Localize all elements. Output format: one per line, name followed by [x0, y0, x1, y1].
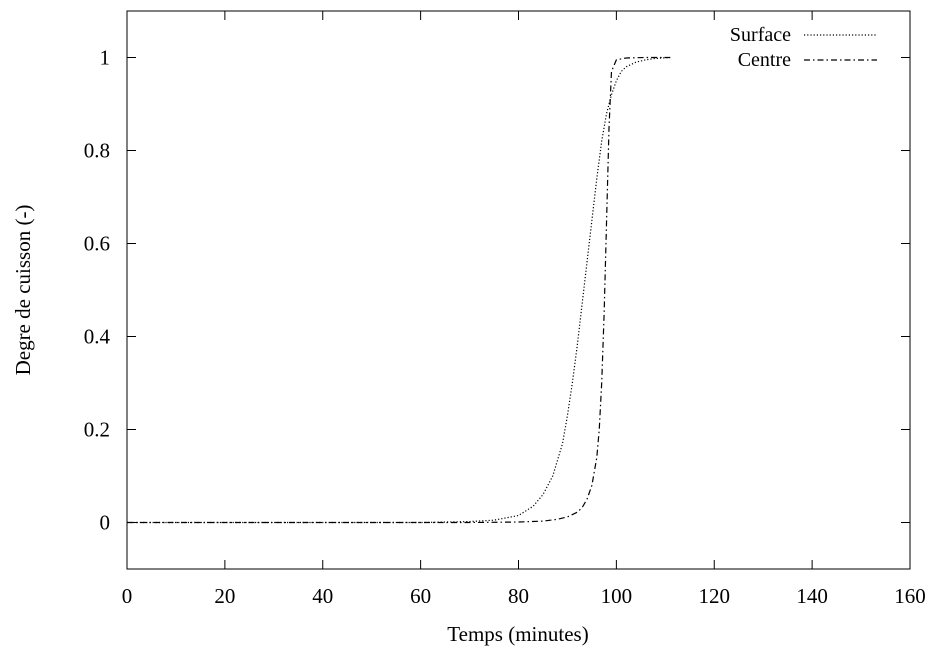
x-tick-label: 120 — [699, 584, 731, 608]
series-line-centre — [127, 56, 671, 524]
y-tick-label: 0.6 — [84, 232, 110, 256]
x-tick-label: 100 — [601, 584, 633, 608]
y-axis-title: Degre de cuisson (-) — [11, 205, 35, 376]
y-tick-label: 0.8 — [84, 139, 110, 163]
series-line-surface — [127, 56, 671, 524]
plot-frame — [126, 10, 911, 570]
x-tick-label: 0 — [122, 584, 133, 608]
tick-labels: 0 20 40 60 80 100 120 140 160 0 0.2 0.4 0.6 0.8 1 — [84, 46, 926, 609]
x-tick-label: 20 — [214, 584, 235, 608]
legend-label-centre: Centre — [738, 49, 791, 71]
x-tick-label: 40 — [312, 584, 333, 608]
tick-marks — [126, 11, 911, 569]
y-tick-label: 0 — [100, 511, 111, 535]
y-tick-label: 1 — [100, 46, 111, 70]
y-tick-label: 0.2 — [84, 418, 110, 442]
x-tick-label: 160 — [894, 584, 926, 608]
x-tick-label: 80 — [508, 584, 529, 608]
y-tick-label: 0.4 — [84, 325, 111, 349]
legend: Surface Centre — [730, 24, 877, 71]
x-tick-label: 140 — [796, 584, 828, 608]
x-tick-label: 60 — [410, 584, 431, 608]
series-layer — [127, 56, 671, 524]
legend-label-surface: Surface — [730, 24, 791, 46]
x-axis-title: Temps (minutes) — [447, 622, 588, 646]
